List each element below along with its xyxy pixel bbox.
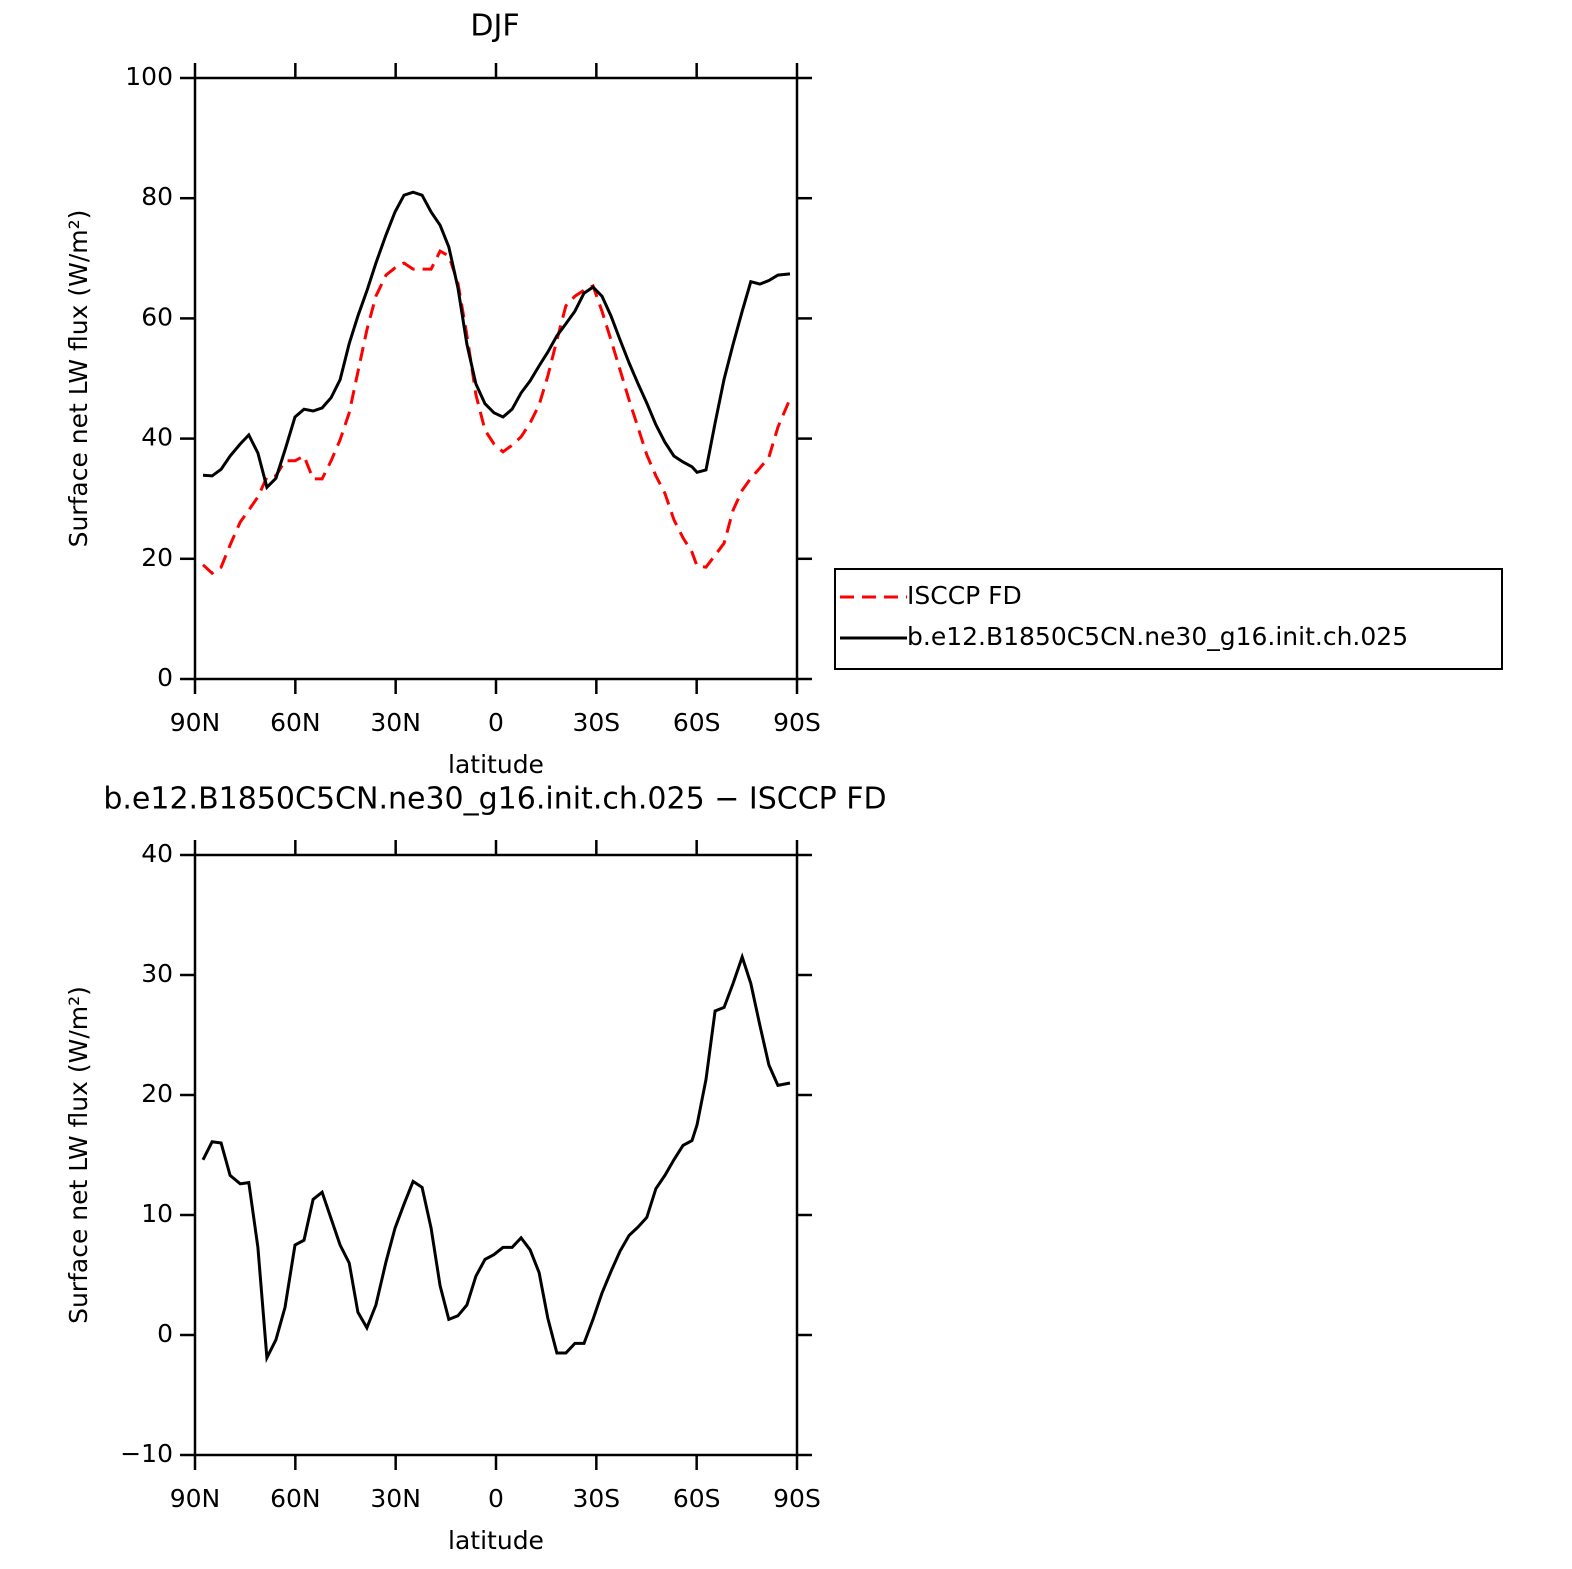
x-tick-label: 60S — [673, 1484, 721, 1513]
y-tick-label: 0 — [157, 1319, 173, 1348]
x-axis-label: latitude — [448, 1526, 544, 1555]
x-tick-label: 90S — [773, 1484, 821, 1513]
y-tick-label: 100 — [125, 62, 173, 91]
y-tick-label: 40 — [141, 423, 173, 452]
y-tick-label: 20 — [141, 1079, 173, 1108]
data-line — [201, 249, 792, 576]
y-tick-label: 40 — [141, 839, 173, 868]
x-tick-label: 90N — [170, 1484, 221, 1513]
legend-box — [834, 568, 1503, 670]
y-tick-label: 30 — [141, 959, 173, 988]
y-axis-label: Surface net LW flux (W/m²) — [64, 210, 93, 548]
x-tick-label: 60N — [270, 1484, 321, 1513]
plot-frame — [193, 76, 799, 681]
x-tick-label: 30N — [370, 1484, 421, 1513]
x-tick-label: 30N — [370, 708, 421, 737]
y-tick-label: 80 — [141, 182, 173, 211]
y-tick-label: 0 — [157, 663, 173, 692]
x-axis-label: latitude — [448, 750, 544, 779]
y-tick-label: 10 — [141, 1199, 173, 1228]
x-tick-label: 90N — [170, 708, 221, 737]
x-tick-label: 60S — [673, 708, 721, 737]
y-tick-label: 20 — [141, 543, 173, 572]
y-axis-label: Surface net LW flux (W/m²) — [64, 986, 93, 1324]
x-tick-label: 30S — [572, 708, 620, 737]
chart-title: DJF — [470, 9, 519, 44]
x-tick-label: 60N — [270, 708, 321, 737]
legend-label: ISCCP FD — [907, 581, 1022, 610]
x-tick-label: 30S — [572, 1484, 620, 1513]
y-tick-label: −10 — [120, 1439, 173, 1468]
data-line — [202, 190, 791, 491]
y-tick-label: 60 — [141, 302, 173, 331]
x-tick-label: 0 — [488, 1484, 504, 1513]
x-tick-label: 90S — [773, 708, 821, 737]
chart-title: b.e12.B1850C5CN.ne30_g16.init.ch.025 − I… — [103, 782, 886, 817]
data-line — [201, 952, 791, 1364]
plot-frame — [193, 853, 799, 1457]
legend-label: b.e12.B1850C5CN.ne30_g16.init.ch.025 — [907, 622, 1408, 651]
x-tick-label: 0 — [488, 708, 504, 737]
